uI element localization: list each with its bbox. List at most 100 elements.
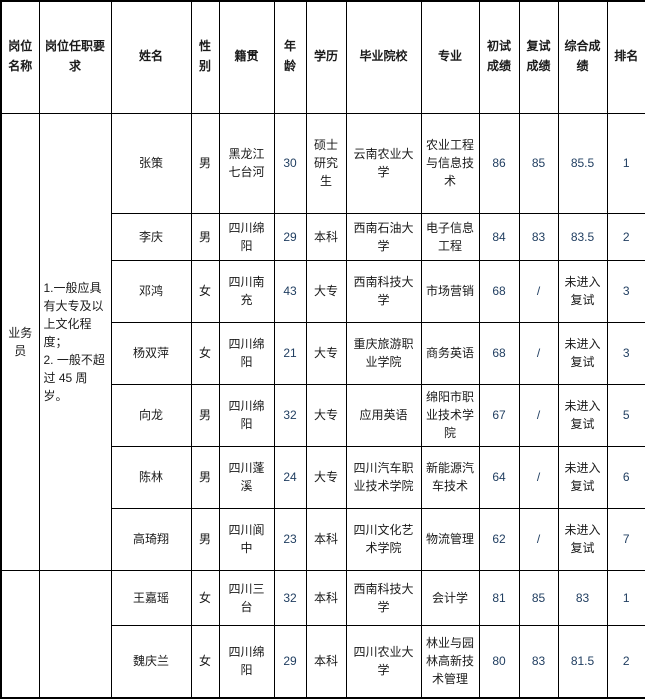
education-cell: 大专 [305, 383, 347, 447]
retest-score-cell: 85 [518, 569, 559, 626]
header-school: 毕业院校 [345, 0, 422, 114]
major-cell: 农业工程与信息技术 [420, 112, 480, 214]
first-score-cell: 62 [478, 507, 520, 571]
rank-cell: 3 [606, 259, 645, 323]
name-cell: 李庆 [110, 212, 192, 261]
requirement-cell: 1.一般应具有大专及以上文化程度； 2. 一般不超过 45 周岁。 [38, 112, 112, 571]
gender-cell: 女 [190, 624, 220, 699]
education-cell: 本科 [305, 212, 347, 261]
overall-score-cell: 85.5 [557, 112, 608, 214]
age-cell: 29 [273, 624, 307, 699]
name-cell: 高琦翔 [110, 507, 192, 571]
header-age: 年龄 [273, 0, 307, 114]
education-cell: 本科 [305, 507, 347, 571]
rank-cell: 1 [606, 569, 645, 626]
retest-score-cell: / [518, 507, 559, 571]
education-cell: 大专 [305, 321, 347, 385]
major-cell: 电子信息工程 [420, 212, 480, 261]
retest-score-cell: 83 [518, 212, 559, 261]
education-cell: 大专 [305, 445, 347, 509]
first-score-cell: 64 [478, 445, 520, 509]
table-row: 魏庆兰 女 四川绵阳 29 本科 四川农业大学 林业与园林高新技术管理 80 8… [1, 624, 645, 699]
overall-score-cell: 83.5 [557, 212, 608, 261]
header-position: 岗位名称 [0, 0, 40, 114]
name-cell: 张策 [110, 112, 192, 214]
header-gender: 性别 [190, 0, 220, 114]
header-education: 学历 [305, 0, 347, 114]
rank-cell: 2 [606, 212, 645, 261]
native-place-cell: 四川三台 [218, 569, 275, 626]
school-cell: 四川农业大学 [345, 624, 422, 699]
header-first-score: 初试成绩 [478, 0, 520, 114]
overall-score-cell: 未进入复试 [557, 445, 608, 509]
rank-cell: 1 [606, 112, 645, 214]
age-cell: 43 [273, 259, 307, 323]
first-score-cell: 68 [478, 259, 520, 323]
header-name: 姓名 [110, 0, 192, 114]
name-cell: 邓鸿 [110, 259, 192, 323]
retest-score-cell: / [518, 259, 559, 323]
school-cell: 西南石油大学 [345, 212, 422, 261]
education-cell: 本科 [305, 624, 347, 699]
retest-score-cell: / [518, 383, 559, 447]
school-cell: 云南农业大学 [345, 112, 422, 214]
major-cell: 市场营销 [420, 259, 480, 323]
major-cell: 物流管理 [420, 507, 480, 571]
name-cell: 向龙 [110, 383, 192, 447]
age-cell: 23 [273, 507, 307, 571]
native-place-cell: 四川阆中 [218, 507, 275, 571]
header-native-place: 籍贯 [218, 0, 275, 114]
name-cell: 王嘉瑶 [110, 569, 192, 626]
position-cell-empty [0, 569, 40, 699]
first-score-cell: 86 [478, 112, 520, 214]
requirement-line: 1.一般应具有大专及以上文化程度； [43, 280, 104, 349]
age-cell: 29 [273, 212, 307, 261]
native-place-cell: 黑龙江七台河 [218, 112, 275, 214]
major-cell: 新能源汽车技术 [420, 445, 480, 509]
gender-cell: 女 [190, 321, 220, 385]
name-cell: 陈林 [110, 445, 192, 509]
gender-cell: 男 [190, 445, 220, 509]
age-cell: 30 [273, 112, 307, 214]
retest-score-cell: 85 [518, 112, 559, 214]
header-row: 岗位名称 岗位任职要求 姓名 性别 籍贯 年龄 学历 毕业院校 专业 初试成绩 … [0, 0, 645, 114]
school-cell: 重庆旅游职业学院 [345, 321, 422, 385]
header-retest-score: 复试成绩 [518, 0, 559, 114]
rank-cell: 3 [606, 321, 645, 385]
table-row: 陈林 男 四川蓬溪 24 大专 四川汽车职业技术学院 新能源汽车技术 64 / … [1, 445, 645, 509]
native-place-cell: 四川蓬溪 [218, 445, 275, 509]
gender-cell: 女 [190, 259, 220, 323]
rank-cell: 2 [606, 624, 645, 699]
gender-cell: 男 [190, 383, 220, 447]
overall-score-cell: 未进入复试 [557, 507, 608, 571]
school-cell: 西南科技大学 [345, 569, 422, 626]
rank-cell: 7 [606, 507, 645, 571]
gender-cell: 男 [190, 112, 220, 214]
major-cell: 会计学 [420, 569, 480, 626]
major-cell: 绵阳市职业技术学院 [420, 383, 480, 447]
age-cell: 21 [273, 321, 307, 385]
first-score-cell: 80 [478, 624, 520, 699]
header-requirement: 岗位任职要求 [38, 0, 112, 114]
table-row: 业务员 1.一般应具有大专及以上文化程度； 2. 一般不超过 45 周岁。 张策… [0, 112, 645, 571]
name-cell: 魏庆兰 [110, 624, 192, 699]
table-row: 邓鸿 女 四川南充 43 大专 西南科技大学 市场营销 68 / 未进入复试 3 [1, 259, 645, 323]
native-place-cell: 四川绵阳 [218, 321, 275, 385]
gender-cell: 女 [190, 569, 220, 626]
first-score-cell: 68 [478, 321, 520, 385]
overall-score-cell: 81.5 [557, 624, 608, 699]
native-place-cell: 四川绵阳 [218, 212, 275, 261]
rank-cell: 5 [606, 383, 645, 447]
name-cell: 杨双萍 [110, 321, 192, 385]
age-cell: 24 [273, 445, 307, 509]
header-overall-score: 综合成绩 [557, 0, 608, 114]
retest-score-cell: / [518, 321, 559, 385]
education-cell: 硕士研究生 [305, 112, 347, 214]
table-row: 王嘉瑶 女 四川三台 32 本科 西南科技大学 会计学 81 85 83 1 [0, 569, 645, 699]
native-place-cell: 四川南充 [218, 259, 275, 323]
first-score-cell: 84 [478, 212, 520, 261]
native-place-cell: 四川绵阳 [218, 624, 275, 699]
gender-cell: 男 [190, 507, 220, 571]
overall-score-cell: 未进入复试 [557, 383, 608, 447]
header-rank: 排名 [606, 0, 645, 114]
